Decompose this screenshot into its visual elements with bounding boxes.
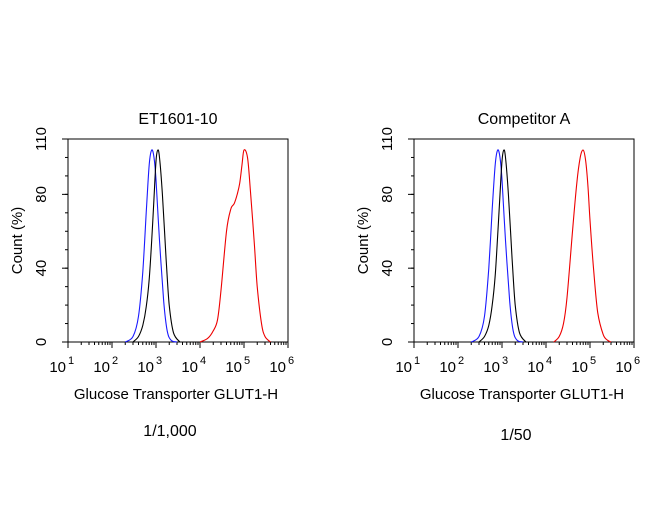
x-tick-label: 10 xyxy=(181,359,198,376)
x-tick-base: 10 xyxy=(439,359,456,376)
x-tick-exponent: 4 xyxy=(200,355,206,367)
x-tick-base: 10 xyxy=(571,359,588,376)
x-tick-exponent: 5 xyxy=(244,355,250,367)
x-tick-base: 10 xyxy=(49,359,66,376)
y-tick-label: 40 xyxy=(33,260,50,277)
x-tick-base: 10 xyxy=(93,359,110,376)
x-tick-base: 10 xyxy=(615,359,632,376)
y-axis-label: Count (%) xyxy=(9,207,26,275)
x-tick-base: 10 xyxy=(527,359,544,376)
x-tick-exponent: 3 xyxy=(502,355,508,367)
x-tick-exponent: 1 xyxy=(68,355,74,367)
x-tick-label: 10 xyxy=(395,359,412,376)
x-tick-label: 10 xyxy=(571,359,588,376)
x-tick-label: 10 xyxy=(527,359,544,376)
x-tick-exponent: 6 xyxy=(634,355,640,367)
x-axis-label: Glucose Transporter GLUT1-H xyxy=(420,386,624,403)
y-tick-label: 110 xyxy=(379,127,396,151)
series-red-histogram xyxy=(200,150,271,342)
x-axis-label: Glucose Transporter GLUT1-H xyxy=(74,386,278,403)
y-tick-label: 40 xyxy=(379,260,396,277)
y-tick-label: 80 xyxy=(379,186,396,203)
x-tick-base: 10 xyxy=(137,359,154,376)
chart-panel-2: Competitor A10 1 10 2 10 3 10 4 10 5 10 604080110Co… xyxy=(355,111,640,444)
y-axis-label: Count (%) xyxy=(355,207,372,275)
x-tick-base: 10 xyxy=(269,359,286,376)
x-tick-label: 10 xyxy=(225,359,242,376)
plot-frame xyxy=(68,139,288,342)
x-tick-base: 10 xyxy=(395,359,412,376)
chart-title: ET1601-10 xyxy=(138,111,217,128)
series-red-histogram xyxy=(554,150,611,342)
x-tick-label: 10 xyxy=(137,359,154,376)
x-tick-exponent: 2 xyxy=(458,355,464,367)
x-tick-label: 10 xyxy=(483,359,500,376)
y-tick-label: 0 xyxy=(33,338,50,346)
x-tick-label: 10 xyxy=(93,359,110,376)
x-tick-exponent: 3 xyxy=(156,355,162,367)
y-tick-label: 110 xyxy=(33,127,50,151)
x-tick-base: 10 xyxy=(483,359,500,376)
x-tick-exponent: 5 xyxy=(590,355,596,367)
x-tick-base: 10 xyxy=(225,359,242,376)
y-tick-label: 0 xyxy=(379,338,396,346)
x-tick-label: 10 xyxy=(269,359,286,376)
x-tick-base: 10 xyxy=(181,359,198,376)
x-tick-exponent: 2 xyxy=(112,355,118,367)
x-tick-exponent: 1 xyxy=(414,355,420,367)
x-tick-label: 10 xyxy=(49,359,66,376)
y-tick-label: 80 xyxy=(33,186,50,203)
x-tick-label: 10 xyxy=(615,359,632,376)
figure: ET1601-1010 1 10 2 10 3 10 4 10 5 10 604080110Count… xyxy=(0,0,655,524)
chart-title: Competitor A xyxy=(478,111,571,128)
dilution-caption: 1/50 xyxy=(500,427,531,444)
x-tick-exponent: 4 xyxy=(546,355,552,367)
x-tick-exponent: 6 xyxy=(288,355,294,367)
dilution-caption: 1/1,000 xyxy=(143,423,196,440)
x-tick-label: 10 xyxy=(439,359,456,376)
plot-frame xyxy=(414,139,634,342)
